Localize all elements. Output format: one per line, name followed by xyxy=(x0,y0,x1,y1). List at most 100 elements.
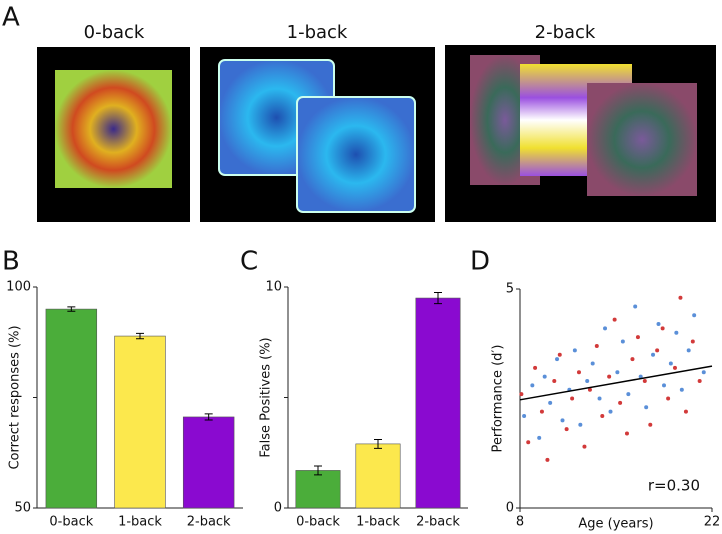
point xyxy=(557,352,562,357)
point xyxy=(668,361,673,366)
panel-label: D xyxy=(470,247,490,277)
point xyxy=(666,396,671,401)
point xyxy=(608,409,613,414)
x-tick-label: 2-back xyxy=(416,515,460,530)
point xyxy=(533,365,538,370)
point xyxy=(612,317,617,322)
error-bar xyxy=(434,292,442,305)
point xyxy=(564,427,569,432)
point xyxy=(672,365,677,370)
point xyxy=(560,418,565,423)
y-axis-title: Correct responses (%) xyxy=(8,325,23,469)
point xyxy=(651,352,656,357)
bar xyxy=(295,470,341,509)
point xyxy=(638,374,643,379)
point xyxy=(519,392,524,397)
point xyxy=(678,295,683,300)
point xyxy=(633,304,638,309)
point xyxy=(697,378,702,383)
bar xyxy=(415,297,461,509)
error-bar xyxy=(67,306,76,312)
y-axis-title: False Positives (%) xyxy=(259,337,274,457)
panel-label: A xyxy=(2,3,20,33)
stimulus-title: 2-back xyxy=(535,22,596,43)
point xyxy=(570,396,575,401)
x-axis-title: Age (years) xyxy=(578,517,653,532)
point xyxy=(615,370,620,375)
y-axis-title: Performance (d′) xyxy=(491,345,506,453)
point xyxy=(642,378,647,383)
y-tick-label: 5 xyxy=(506,282,514,297)
point xyxy=(585,378,590,383)
point xyxy=(620,339,625,344)
point xyxy=(572,348,577,353)
point xyxy=(539,409,544,414)
point xyxy=(582,444,587,449)
point xyxy=(545,457,550,462)
x-tick-label: 1-back xyxy=(356,515,400,530)
panel-label: C xyxy=(240,247,258,277)
y-tick-label: 50 xyxy=(14,501,31,516)
point xyxy=(635,335,640,340)
point xyxy=(655,348,660,353)
point xyxy=(656,322,661,327)
point xyxy=(626,392,631,397)
bar xyxy=(355,443,401,509)
point xyxy=(630,357,635,362)
point xyxy=(590,361,595,366)
point xyxy=(607,374,612,379)
error-bar xyxy=(136,332,144,340)
point xyxy=(530,383,535,388)
point xyxy=(603,326,608,331)
fit-line xyxy=(519,365,713,401)
point xyxy=(576,370,581,375)
point xyxy=(683,409,688,414)
x-tick-label: 22 xyxy=(704,515,721,530)
point xyxy=(690,339,695,344)
point xyxy=(644,405,649,410)
point xyxy=(552,378,557,383)
point xyxy=(594,343,599,348)
stimulus-title: 1-back xyxy=(287,22,348,43)
x-tick-label: 2-back xyxy=(187,515,231,530)
bar xyxy=(45,308,98,509)
x-tick-label: 0-back xyxy=(296,515,340,530)
point xyxy=(648,422,653,427)
point xyxy=(679,387,684,392)
panel-label: B xyxy=(2,247,20,277)
y-tick-label: 100 xyxy=(6,280,31,295)
y-tick-label: 0 xyxy=(506,501,514,516)
point xyxy=(600,414,605,419)
point xyxy=(618,400,623,405)
bar xyxy=(114,335,166,509)
point xyxy=(522,414,527,419)
x-tick-label: 8 xyxy=(516,515,524,530)
point xyxy=(701,370,706,375)
point xyxy=(597,396,602,401)
bar xyxy=(182,416,235,509)
point xyxy=(660,326,665,331)
point xyxy=(624,431,629,436)
point xyxy=(578,422,583,427)
error-bar xyxy=(204,413,213,421)
point xyxy=(526,440,531,445)
error-bar xyxy=(314,465,322,476)
point xyxy=(686,348,691,353)
point xyxy=(542,374,547,379)
point xyxy=(537,435,542,440)
point xyxy=(662,383,666,388)
stimulus-title: 0-back xyxy=(84,22,145,43)
y-tick-label: 0 xyxy=(274,501,282,516)
point xyxy=(555,357,560,362)
point xyxy=(587,387,592,392)
annotation: r=0.30 xyxy=(648,477,700,495)
x-tick-label: 0-back xyxy=(49,515,93,530)
point xyxy=(674,330,679,335)
point xyxy=(548,400,553,405)
stimulus-images xyxy=(37,45,716,222)
x-tick-label: 1-back xyxy=(118,515,162,530)
error-bar xyxy=(374,438,382,449)
y-tick-label: 10 xyxy=(265,280,282,295)
